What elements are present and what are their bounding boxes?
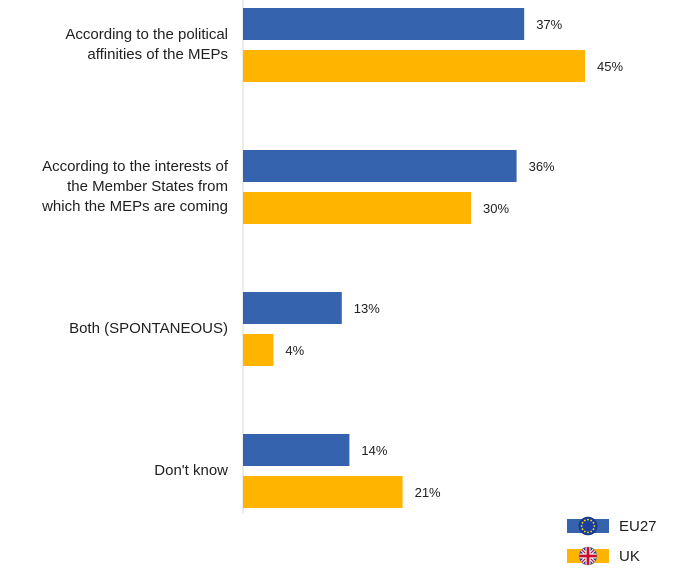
bar-eu27-1 [243, 8, 525, 40]
category-label-1: According to the political affinities of … [0, 25, 228, 65]
data-label-eu27-4: 14% [361, 443, 387, 458]
category-label-line: According to the political [65, 26, 228, 43]
legend: EU27 UK [567, 514, 657, 574]
category-label-4: Don't know [0, 461, 228, 481]
uk-flag-icon [567, 546, 609, 566]
legend-label-uk: UK [619, 547, 640, 565]
category-label-line: affinities of the MEPs [87, 46, 228, 63]
data-label-uk-2: 30% [483, 201, 509, 216]
bar-eu27-2 [243, 150, 517, 182]
bar-uk-2 [243, 192, 471, 224]
eu-flag-icon [567, 516, 609, 536]
category-label-3: Both (SPONTANEOUS) [0, 319, 228, 339]
bar-eu27-4 [243, 434, 350, 466]
data-label-eu27-1: 37% [536, 17, 562, 32]
data-label-uk-1: 45% [597, 59, 623, 74]
category-label-line: which the MEPs are coming [42, 198, 228, 215]
category-label-line: Don't know [154, 462, 228, 479]
data-label-uk-4: 21% [415, 485, 441, 500]
legend-item-uk: UK [567, 544, 657, 568]
bar-eu27-3 [243, 292, 342, 324]
bar-uk-1 [243, 50, 585, 82]
data-label-eu27-2: 36% [529, 159, 555, 174]
data-label-eu27-3: 13% [354, 301, 380, 316]
legend-item-eu27: EU27 [567, 514, 657, 538]
category-label-2: According to the interests of the Member … [0, 157, 228, 217]
bar-uk-3 [243, 334, 274, 366]
category-label-line: the Member States from [67, 178, 228, 195]
category-label-line: Both (SPONTANEOUS) [69, 320, 228, 337]
bar-uk-4 [243, 476, 403, 508]
data-label-uk-3: 4% [285, 343, 304, 358]
legend-label-eu27: EU27 [619, 517, 657, 535]
category-label-line: According to the interests of [42, 158, 228, 175]
